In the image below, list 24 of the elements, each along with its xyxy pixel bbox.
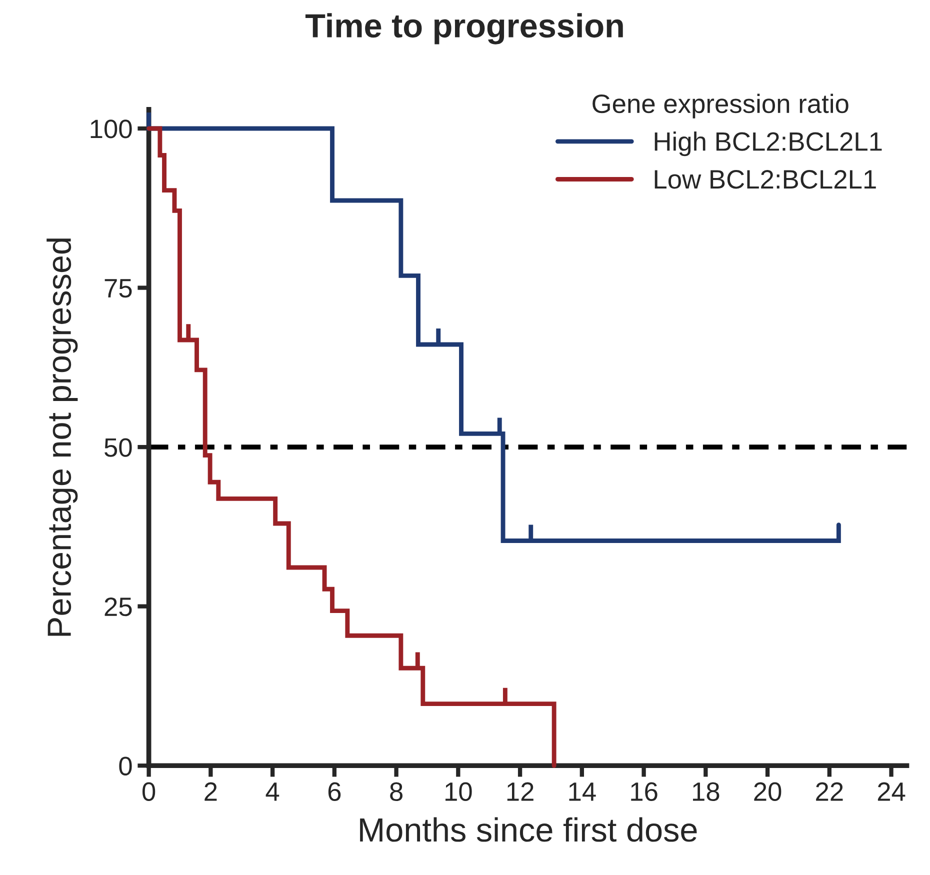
y-tick-label: 50: [104, 438, 132, 457]
x-tick-label: 8: [390, 782, 402, 801]
y-tick-label: 25: [104, 597, 132, 616]
x-tick-label: 12: [507, 782, 534, 801]
x-tick-label: 6: [328, 782, 341, 801]
x-tick-label: 14: [569, 782, 596, 801]
x-tick-label: 20: [754, 782, 782, 801]
x-axis-title: Months since first dose: [360, 817, 697, 842]
y-axis-title: Percentage not progressed: [46, 238, 78, 636]
y-tick-label: 75: [104, 279, 132, 298]
x-tick-label: 0: [142, 782, 156, 801]
x-tick-label: 22: [816, 782, 843, 801]
x-tick-label: 24: [878, 782, 906, 801]
x-tick-label: 10: [446, 782, 472, 801]
x-tick-label: 4: [266, 782, 280, 801]
legend-label: High BCL2:BCL2L1: [654, 132, 882, 156]
legend-label: Low BCL2:BCL2L1: [654, 170, 876, 189]
y-tick-label: 100: [90, 120, 132, 138]
x-tick-label: 18: [693, 782, 720, 801]
chart-title: Time to progression: [305, 13, 623, 44]
x-tick-label: 2: [204, 782, 217, 801]
legend-title: Gene expression ratio: [592, 94, 848, 118]
y-tick-label: 0: [119, 756, 132, 776]
x-tick-label: 16: [631, 782, 658, 801]
